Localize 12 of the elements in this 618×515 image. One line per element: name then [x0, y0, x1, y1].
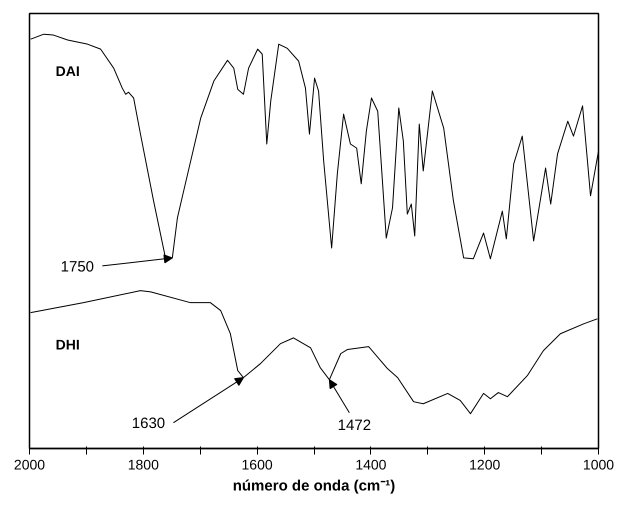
series-label: DAI — [56, 63, 80, 80]
x-tick-label: 1800 — [128, 456, 160, 472]
text: DHI — [56, 336, 80, 353]
x-tick-label: 2000 — [14, 456, 46, 472]
x-tick-label: 1200 — [469, 456, 500, 472]
x-tick-label: 1400 — [355, 456, 387, 472]
x-tick-label: 1600 — [242, 456, 273, 472]
x-tick-label: 1000 — [582, 456, 614, 472]
x-axis-title: número de onda (cm⁻¹) — [232, 478, 396, 494]
annotation: 1630 — [132, 415, 166, 432]
annotation: 1750 — [60, 258, 94, 276]
annotation: 1472 — [338, 417, 372, 434]
